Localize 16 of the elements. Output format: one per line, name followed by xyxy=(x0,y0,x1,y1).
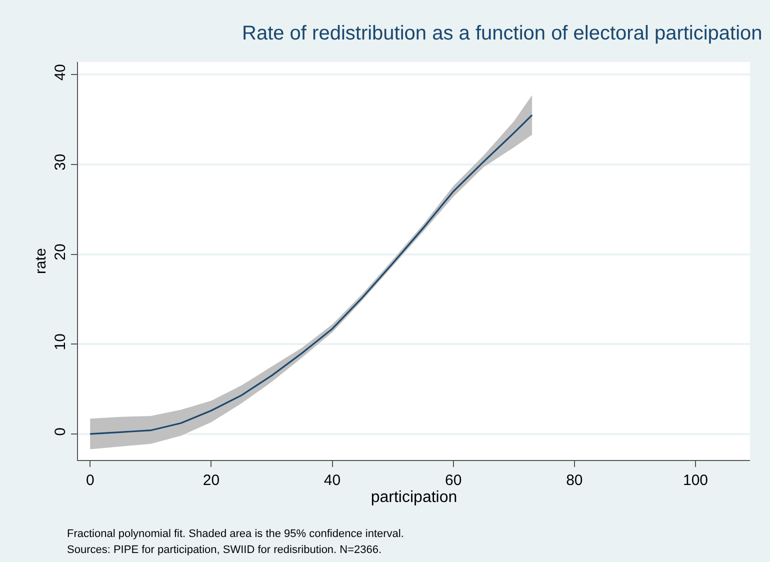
x-tick-label: 0 xyxy=(86,472,94,489)
chart-title: Rate of redistribution as a function of electoral participation xyxy=(242,22,762,44)
y-tick-label: 40 xyxy=(52,64,69,81)
x-tick-label: 60 xyxy=(445,472,462,489)
y-tick-label: 30 xyxy=(52,154,69,171)
text: Fractional polynomial fit. Shaded area is the 95% confidence interval. xyxy=(67,528,404,540)
y-tick-label: 10 xyxy=(52,334,69,350)
x-axis-title: participation xyxy=(370,489,458,506)
x-tick-label: 20 xyxy=(202,472,220,489)
y-tick-label: 0 xyxy=(52,428,69,436)
x-tick-label: 100 xyxy=(682,472,708,489)
x-tick-label: 80 xyxy=(566,472,583,489)
y-tick-label: 20 xyxy=(52,244,69,260)
x-tick-label: 40 xyxy=(324,472,341,489)
source-note: Sources: PIPE for participation, SWIID for redisribution. N=2366. xyxy=(67,544,382,556)
y-axis-title: rate xyxy=(32,248,50,274)
